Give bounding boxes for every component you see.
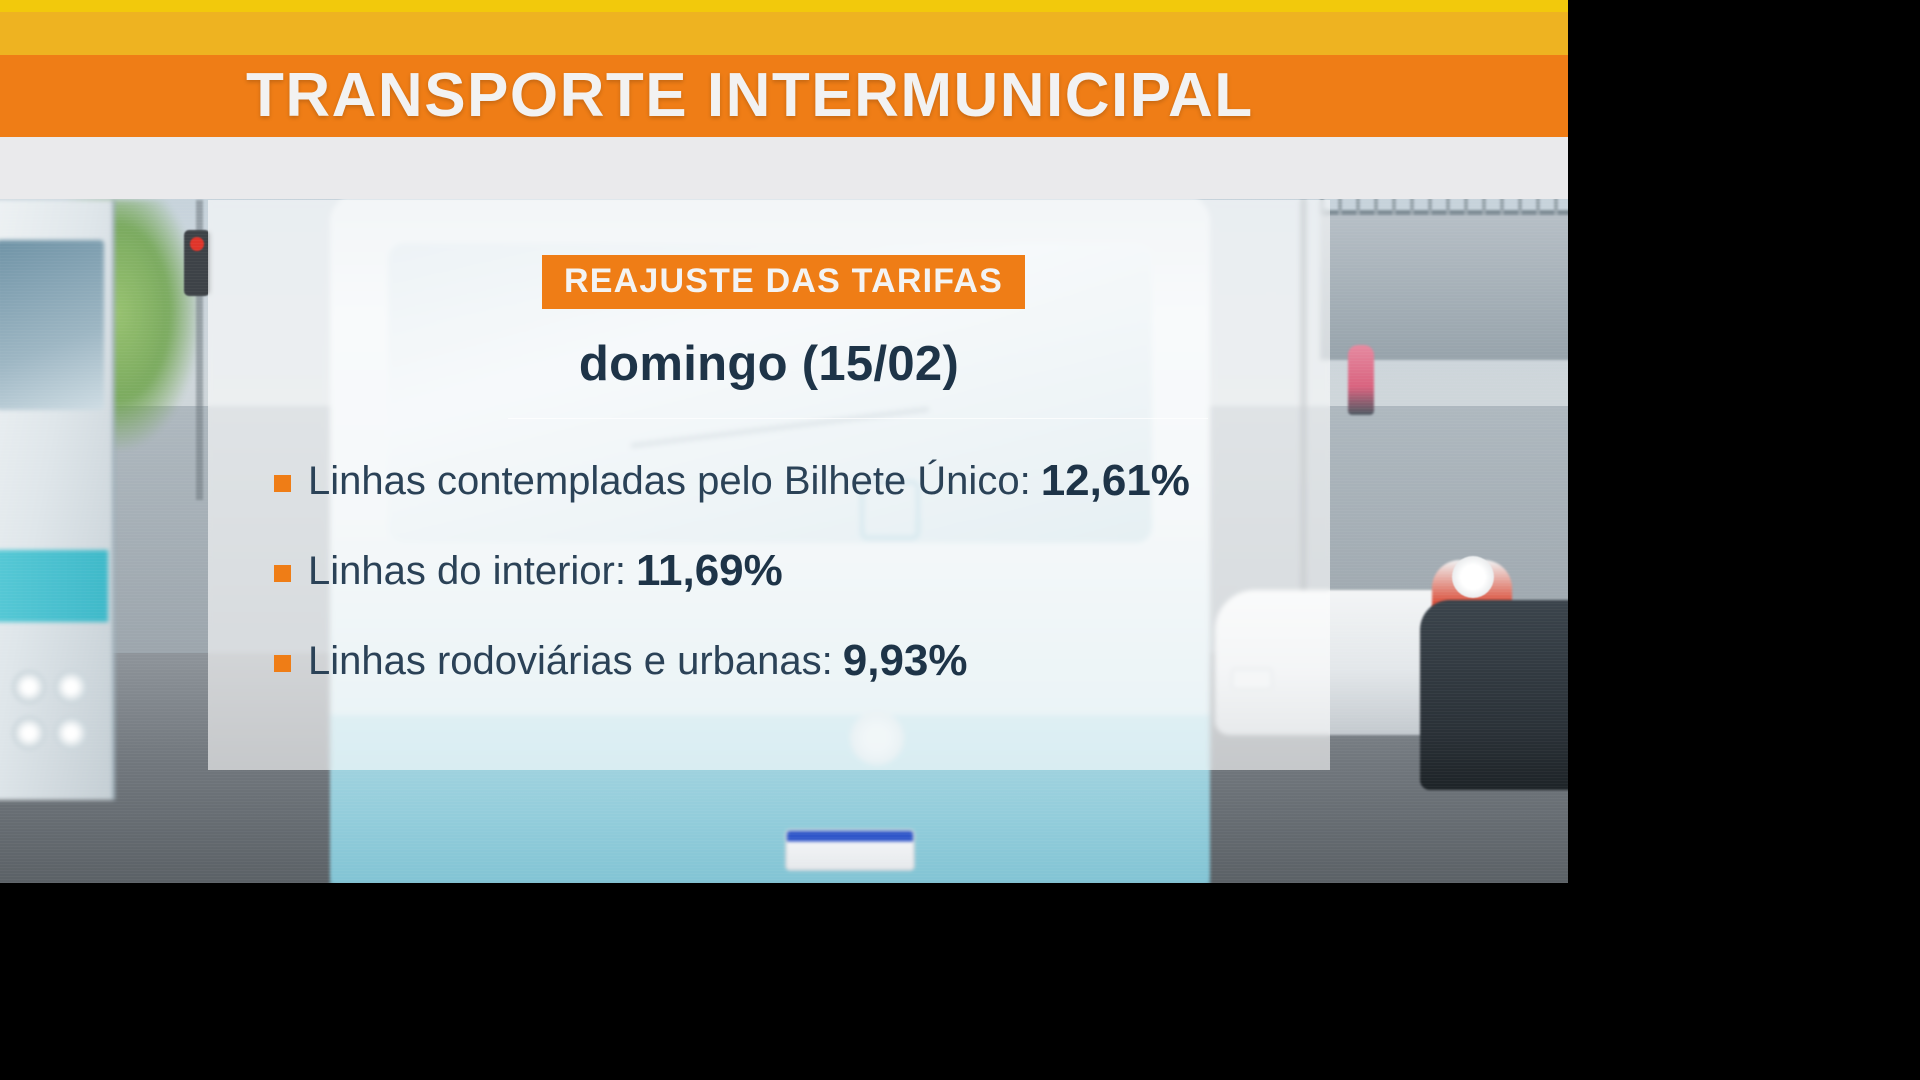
bus-left-teal-stripe xyxy=(0,550,108,622)
background-pedestrian xyxy=(1348,345,1374,415)
background-pole-left xyxy=(196,200,203,500)
top-banner: TRANSPORTE INTERMUNICIPAL xyxy=(0,0,1568,199)
motorcyclist-helmet-icon xyxy=(1452,556,1494,598)
banner-stripe-orange: TRANSPORTE INTERMUNICIPAL xyxy=(0,55,1568,137)
bullet-list: Linhas contempladas pelo Bilhete Único: … xyxy=(274,456,1314,685)
info-panel: REAJUSTE DAS TARIFAS domingo (15/02) Lin… xyxy=(208,200,1330,770)
list-item-value: 11,69% xyxy=(635,546,783,596)
panel-subtitle: domingo (15/02) xyxy=(578,337,960,391)
list-item-label: Linhas contempladas pelo Bilhete Único: xyxy=(308,459,1031,504)
bus-left-headlamp xyxy=(54,716,88,750)
traffic-light-red-lamp xyxy=(190,237,204,251)
list-item: Linhas rodoviárias e urbanas: 9,93% xyxy=(274,638,1314,684)
traffic-light-icon xyxy=(184,230,210,296)
bullet-square-icon xyxy=(274,564,291,582)
background-bus-left xyxy=(0,200,115,800)
list-item-label: Linhas do interior: xyxy=(308,549,626,594)
bus-center-license-plate xyxy=(785,829,915,871)
list-item-value: 12,61% xyxy=(1040,456,1190,505)
broadcast-graphic-screen: TRANSPORTE INTERMUNICIPAL REAJUSTE DAS T… xyxy=(0,0,1568,883)
background-overpass xyxy=(1320,189,1568,360)
info-panel-inner: REAJUSTE DAS TARIFAS domingo (15/02) Lin… xyxy=(208,200,1330,770)
background-car-dark xyxy=(1420,600,1568,790)
banner-stripe-yellow xyxy=(0,0,1568,12)
bus-left-window xyxy=(0,240,104,410)
banner-stripe-light xyxy=(0,137,1568,199)
list-item-label: Linhas rodoviárias e urbanas: xyxy=(308,639,833,684)
bullet-square-icon xyxy=(274,474,291,492)
panel-divider xyxy=(508,418,1208,419)
list-item-value: 9,93% xyxy=(842,636,968,686)
bullet-square-icon xyxy=(274,654,291,672)
bus-left-headlamp xyxy=(12,670,46,704)
status-badge: REAJUSTE DAS TARIFAS xyxy=(542,255,1025,309)
list-item: Linhas do interior: 11,69% xyxy=(274,546,1314,596)
banner-stripe-gold xyxy=(0,12,1568,55)
page-title: TRANSPORTE INTERMUNICIPAL xyxy=(246,61,1254,130)
list-item: Linhas contempladas pelo Bilhete Único: … xyxy=(274,456,1314,505)
bus-left-headlamp xyxy=(54,670,88,704)
bus-left-headlamp xyxy=(12,716,46,750)
